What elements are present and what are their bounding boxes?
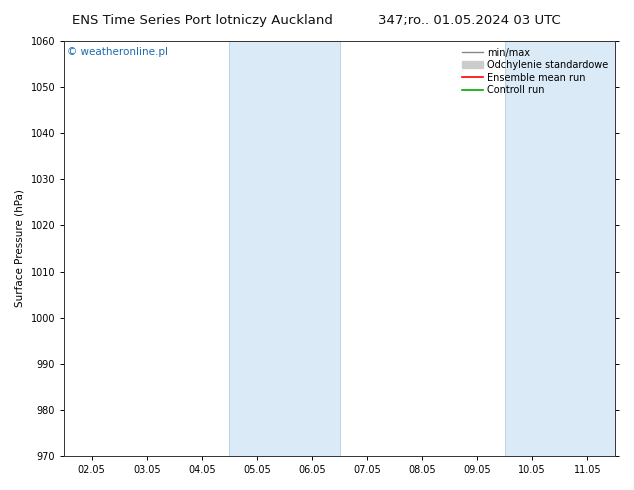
Text: ENS Time Series Port lotniczy Auckland: ENS Time Series Port lotniczy Auckland	[72, 14, 333, 27]
Text: 347;ro.. 01.05.2024 03 UTC: 347;ro.. 01.05.2024 03 UTC	[378, 14, 560, 27]
Legend: min/max, Odchylenie standardowe, Ensemble mean run, Controll run: min/max, Odchylenie standardowe, Ensembl…	[460, 46, 610, 97]
Bar	[230, 41, 340, 456]
Bar	[505, 41, 615, 456]
Y-axis label: Surface Pressure (hPa): Surface Pressure (hPa)	[15, 190, 25, 307]
Text: © weatheronline.pl: © weatheronline.pl	[67, 47, 168, 57]
